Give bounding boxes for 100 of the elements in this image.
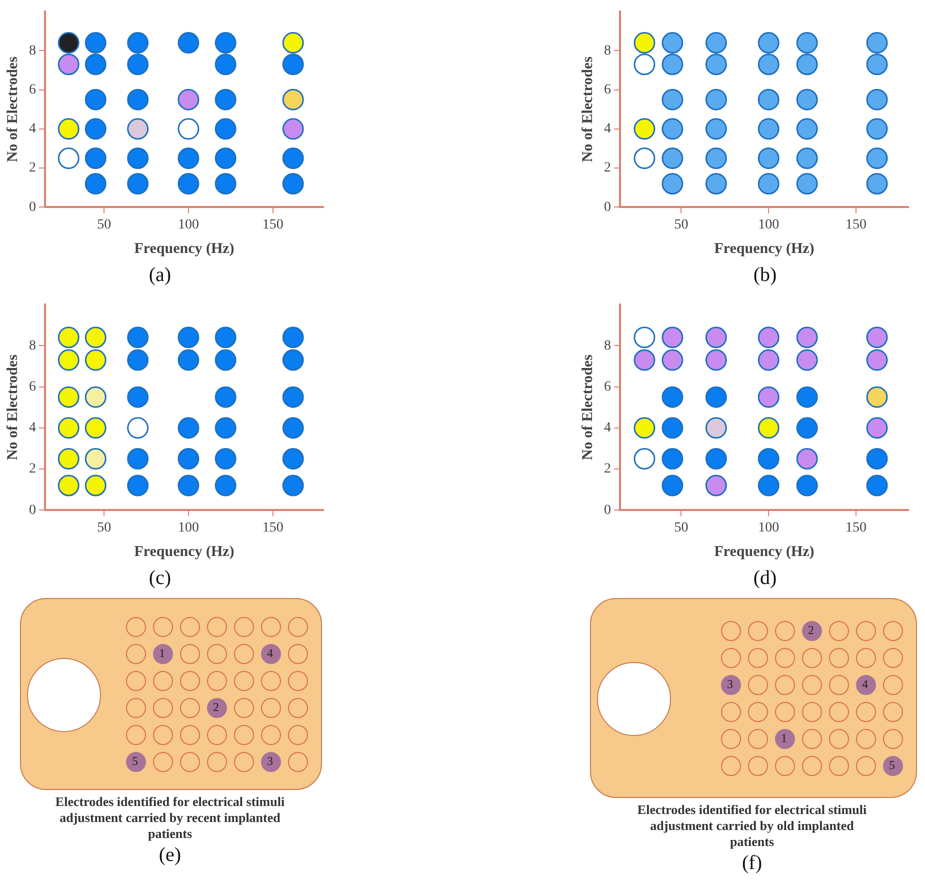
point bbox=[282, 326, 304, 348]
point bbox=[178, 118, 200, 140]
y-tick-label: 6 bbox=[604, 82, 611, 98]
point bbox=[705, 474, 727, 496]
y-tick-label: 6 bbox=[29, 82, 36, 98]
y-tick-label: 8 bbox=[604, 338, 611, 354]
point bbox=[214, 326, 236, 348]
point bbox=[705, 172, 727, 194]
point bbox=[178, 448, 200, 470]
x-tick-label: 50 bbox=[97, 217, 112, 232]
point bbox=[84, 54, 106, 76]
point bbox=[58, 474, 80, 496]
point bbox=[84, 417, 106, 439]
point bbox=[634, 148, 656, 170]
point bbox=[282, 54, 304, 76]
point bbox=[58, 148, 80, 170]
point bbox=[127, 448, 149, 470]
point bbox=[662, 54, 684, 76]
point bbox=[127, 474, 149, 496]
point bbox=[758, 32, 780, 54]
point bbox=[84, 474, 106, 496]
y-tick-label: 2 bbox=[604, 462, 611, 477]
y-tick-label: 8 bbox=[29, 43, 36, 58]
point bbox=[214, 448, 236, 470]
point bbox=[662, 326, 684, 348]
point bbox=[282, 32, 304, 54]
point bbox=[127, 172, 149, 194]
text: 1 bbox=[780, 731, 788, 745]
point bbox=[58, 32, 80, 54]
text: 1 bbox=[158, 646, 166, 660]
y-axis-title: No of Electrodes bbox=[580, 354, 596, 460]
point bbox=[282, 417, 304, 439]
y-axis-title: No of Electrodes bbox=[4, 56, 21, 162]
y-tick-label: 4 bbox=[604, 420, 611, 436]
point bbox=[214, 54, 236, 76]
point bbox=[634, 448, 656, 470]
point bbox=[127, 326, 149, 348]
point bbox=[866, 172, 888, 194]
point bbox=[662, 88, 684, 110]
point bbox=[84, 118, 106, 140]
point bbox=[178, 474, 200, 496]
x-tick-label: 50 bbox=[97, 520, 112, 536]
point bbox=[796, 88, 818, 110]
point bbox=[758, 448, 780, 470]
point bbox=[178, 417, 200, 439]
point bbox=[662, 448, 684, 470]
point bbox=[282, 172, 304, 194]
point bbox=[214, 172, 236, 194]
x-tick-label: 100 bbox=[758, 217, 780, 232]
text: (d) bbox=[752, 567, 778, 590]
point bbox=[282, 118, 304, 140]
text: 5 bbox=[888, 758, 896, 772]
x-tick-label: 50 bbox=[674, 217, 688, 232]
point bbox=[705, 118, 727, 140]
point bbox=[127, 32, 149, 54]
x-axis-title: Frequency (Hz) bbox=[134, 240, 234, 257]
point bbox=[282, 349, 304, 371]
y-tick-label: 0 bbox=[29, 502, 36, 518]
point bbox=[84, 172, 106, 194]
point bbox=[866, 417, 888, 439]
point bbox=[634, 32, 656, 54]
point bbox=[634, 349, 656, 371]
text: (c) bbox=[148, 567, 172, 590]
point bbox=[705, 54, 727, 76]
point bbox=[214, 148, 236, 170]
point bbox=[58, 54, 80, 76]
point bbox=[58, 417, 80, 439]
y-tick-label: 4 bbox=[29, 122, 36, 137]
point bbox=[634, 118, 656, 140]
x-axis-title: Frequency (Hz) bbox=[134, 544, 234, 560]
text: 2 bbox=[807, 623, 815, 637]
point bbox=[178, 349, 200, 371]
text: 4 bbox=[266, 646, 274, 660]
point bbox=[866, 474, 888, 496]
text: 3 bbox=[726, 677, 734, 691]
point bbox=[634, 417, 656, 439]
point bbox=[127, 386, 149, 408]
point bbox=[758, 172, 780, 194]
text: (b) bbox=[752, 264, 778, 287]
y-tick-label: 0 bbox=[29, 200, 36, 215]
point bbox=[214, 474, 236, 496]
point bbox=[705, 448, 727, 470]
text: 4 bbox=[861, 677, 869, 691]
point bbox=[282, 148, 304, 170]
point bbox=[662, 386, 684, 408]
x-tick-label: 150 bbox=[846, 520, 867, 536]
point bbox=[662, 32, 684, 54]
point bbox=[705, 349, 727, 371]
point bbox=[84, 349, 106, 371]
x-tick-label: 100 bbox=[178, 520, 199, 536]
point bbox=[58, 386, 80, 408]
y-tick-label: 2 bbox=[604, 160, 611, 176]
point bbox=[866, 349, 888, 371]
point bbox=[758, 386, 780, 408]
point bbox=[84, 386, 106, 408]
point bbox=[758, 417, 780, 439]
x-axis-title: Frequency (Hz) bbox=[714, 544, 814, 560]
y-tick-label: 2 bbox=[29, 160, 36, 176]
point bbox=[758, 54, 780, 76]
point bbox=[758, 474, 780, 496]
